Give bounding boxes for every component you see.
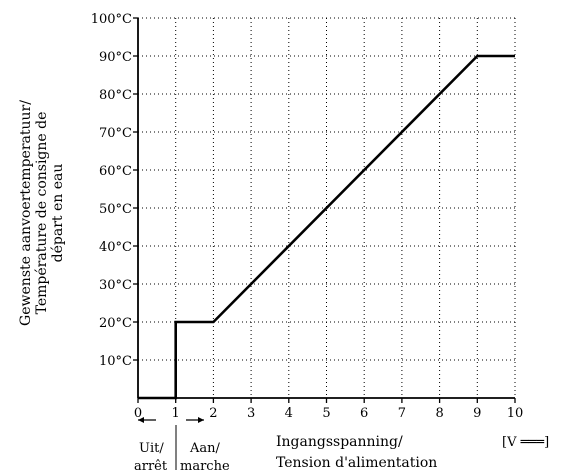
off-label-line-2: arrêt	[134, 459, 168, 474]
x-axis-unit: [V ═══]	[502, 435, 549, 450]
x-tick-label: 1	[172, 406, 180, 421]
x-tick-label: 5	[322, 406, 330, 421]
x-tick-label: 3	[247, 406, 255, 421]
y-axis-label-line-2: Température de consigne de	[34, 112, 50, 315]
x-tick-labels: 0 1 2 3 4 5 6 7 8 9 10	[134, 406, 523, 421]
y-tick-label: 40°C	[99, 240, 132, 255]
y-tick-label: 80°C	[99, 88, 132, 103]
y-axis-label-line-3: départ en eau	[50, 164, 66, 263]
series	[138, 54, 515, 400]
x-tick-label: 8	[435, 406, 443, 421]
off-annotation: Uit/ arrêt	[134, 417, 168, 474]
arrow-right-head-icon	[198, 417, 204, 423]
x-tick-label: 9	[473, 406, 481, 421]
on-label-line-2: marche	[180, 459, 230, 474]
y-axis-label-line-1: Gewenste aanvoertemperatuur/	[18, 100, 34, 326]
series-line	[138, 54, 515, 400]
y-tick-labels: 100°C 90°C 80°C 70°C 60°C 50°C 40°C 30°C 20°C 10°…	[91, 12, 132, 369]
on-label-line-1: Aan/	[189, 441, 221, 456]
y-tick-label: 10°C	[99, 354, 132, 369]
arrow-left-head-icon	[138, 417, 144, 423]
x-tick-label: 4	[285, 406, 293, 421]
y-tick-label: 70°C	[99, 126, 132, 141]
y-tick-label: 20°C	[99, 316, 132, 331]
y-tick-label: 100°C	[91, 12, 132, 27]
x-axis-label-line-1: Ingangsspanning/	[276, 434, 403, 450]
y-tick-label: 50°C	[99, 202, 132, 217]
x-tick-label: 7	[398, 406, 406, 421]
x-tick-label: 0	[134, 406, 142, 421]
x-tick-label: 10	[507, 406, 524, 421]
y-tick-label: 90°C	[99, 50, 132, 65]
y-tick-label: 30°C	[99, 278, 132, 293]
x-axis-label-line-2: Tension d'alimentation	[276, 455, 437, 471]
off-label-line-1: Uit/	[139, 441, 164, 456]
axes	[133, 17, 516, 403]
y-tick-label: 60°C	[99, 164, 132, 179]
x-tick-label: 6	[360, 406, 368, 421]
x-tick-label: 2	[209, 406, 217, 421]
on-annotation: Aan/ marche	[180, 417, 230, 474]
